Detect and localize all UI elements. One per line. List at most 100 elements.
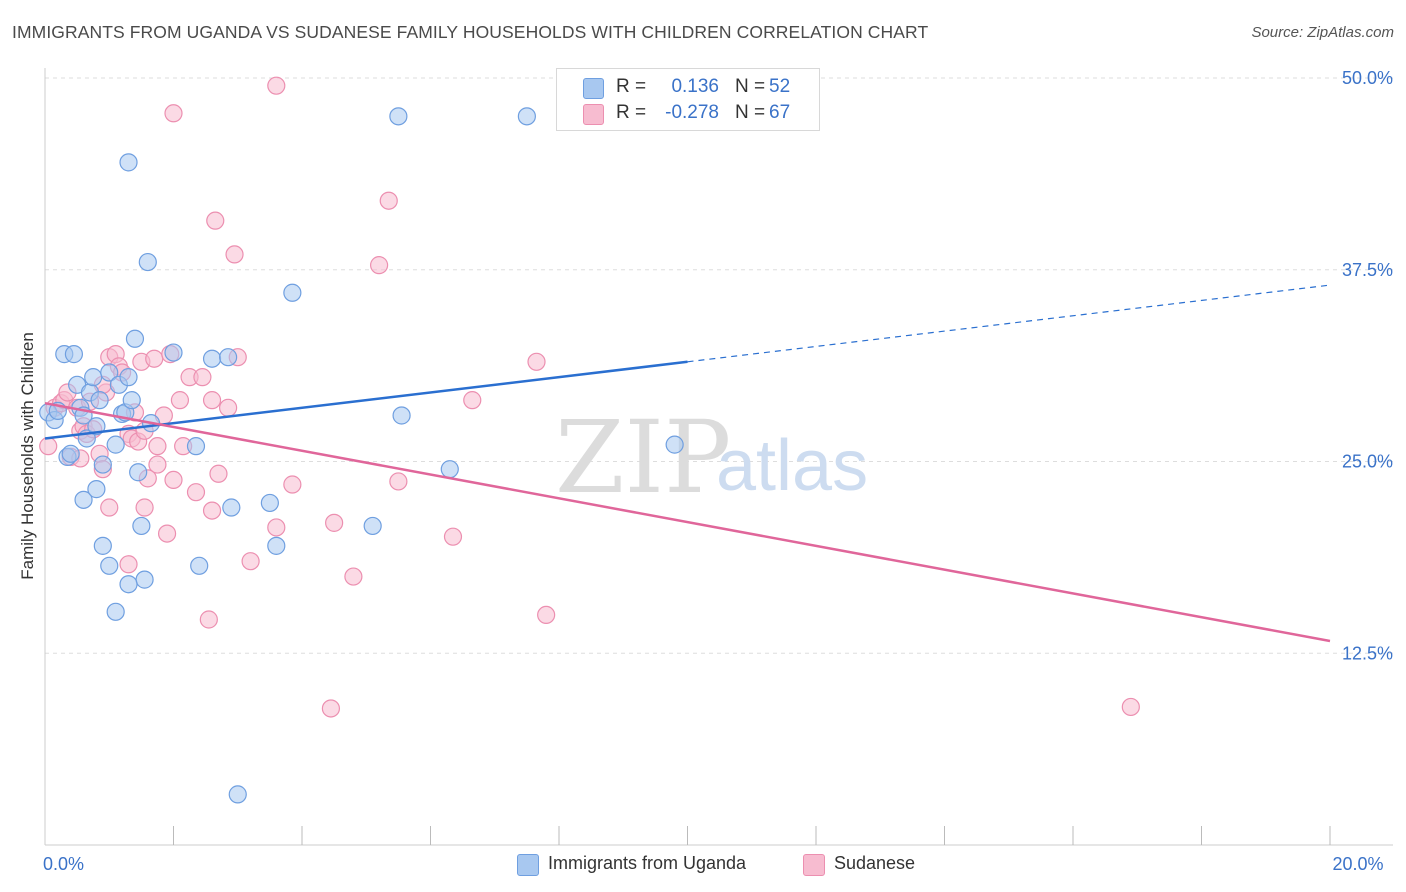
uganda-point bbox=[106, 602, 125, 621]
sudanese-point bbox=[537, 605, 556, 625]
uganda-point bbox=[90, 391, 109, 410]
uganda-point bbox=[84, 368, 103, 387]
legend-r-value: -0.278 bbox=[665, 102, 719, 123]
uganda-point bbox=[219, 348, 238, 367]
uganda-point bbox=[138, 252, 157, 272]
stats-legend: R = 0.136 N = 52 R = -0.278 N = 67 bbox=[556, 68, 820, 131]
sudanese-point bbox=[164, 104, 183, 123]
y-tick-label: 50.0% bbox=[1342, 68, 1393, 88]
uganda-point bbox=[74, 490, 93, 509]
uganda-point bbox=[119, 153, 138, 172]
sudanese-point bbox=[389, 472, 408, 491]
legend-row-sudanese: R = -0.278 N = 67 bbox=[557, 101, 819, 127]
chart-title: IMMIGRANTS FROM UGANDA VS SUDANESE FAMIL… bbox=[12, 22, 929, 42]
uganda-point bbox=[517, 107, 536, 126]
trend-lines bbox=[44, 284, 1331, 643]
uganda-point bbox=[186, 437, 206, 456]
legend-n-label: N = bbox=[735, 76, 766, 97]
y-tick-label: 37.5% bbox=[1342, 260, 1393, 280]
uganda-point bbox=[106, 435, 125, 454]
sudanese-point bbox=[241, 552, 260, 571]
uganda-point bbox=[61, 444, 80, 463]
legend-swatch-uganda bbox=[583, 78, 604, 99]
uganda-point bbox=[100, 363, 119, 382]
sudanese-point bbox=[164, 470, 183, 490]
uganda-point bbox=[132, 516, 151, 536]
sudanese-point bbox=[148, 455, 167, 474]
sudanese-point bbox=[119, 555, 138, 574]
sudanese-point bbox=[199, 610, 218, 629]
uganda-point bbox=[283, 283, 302, 302]
uganda-point bbox=[135, 570, 154, 589]
bottom-legend-swatch-sudanese bbox=[803, 854, 825, 876]
uganda-trend-extension bbox=[687, 284, 1331, 363]
uganda-point bbox=[129, 463, 148, 482]
sudanese-point bbox=[321, 699, 341, 718]
watermark-zip: ZIP bbox=[555, 399, 731, 516]
uganda-trend-line bbox=[44, 360, 688, 440]
uganda-point bbox=[190, 556, 209, 575]
legend-row-uganda: R = 0.136 N = 52 bbox=[557, 75, 819, 101]
watermark-atlas: atlas bbox=[716, 426, 868, 506]
x-tick-label: 0.0% bbox=[43, 854, 84, 874]
sudanese-point bbox=[206, 211, 225, 230]
uganda-point bbox=[87, 417, 106, 436]
uganda-point bbox=[164, 343, 183, 362]
sudanese-points bbox=[39, 76, 1140, 718]
legend-n-value: 52 bbox=[769, 76, 791, 97]
uganda-point bbox=[389, 107, 408, 126]
uganda-point bbox=[87, 480, 106, 499]
uganda-point bbox=[665, 435, 684, 454]
legend-n-value: 67 bbox=[769, 102, 791, 123]
sudanese-point bbox=[148, 437, 167, 456]
sudanese-point bbox=[443, 527, 463, 546]
uganda-point bbox=[202, 349, 222, 368]
watermark: ZIP atlas bbox=[555, 399, 868, 516]
sudanese-point bbox=[267, 518, 286, 537]
uganda-point bbox=[100, 556, 119, 575]
uganda-point bbox=[119, 368, 138, 387]
uganda-point bbox=[93, 536, 112, 555]
source-credit: Source: ZipAtlas.com bbox=[1251, 24, 1394, 41]
sudanese-point bbox=[344, 567, 363, 586]
sudanese-point bbox=[283, 475, 302, 494]
uganda-point bbox=[363, 516, 382, 536]
sudanese-trend-line bbox=[44, 401, 1331, 643]
sudanese-point bbox=[135, 498, 154, 517]
sudanese-point bbox=[219, 398, 238, 417]
x-tick-label: 20.0% bbox=[1332, 854, 1383, 874]
y-tick-label: 25.0% bbox=[1342, 452, 1393, 472]
uganda-point bbox=[119, 575, 138, 594]
sudanese-point bbox=[370, 256, 389, 275]
y-tick-label: 12.5% bbox=[1342, 643, 1393, 663]
sudanese-point bbox=[202, 501, 222, 520]
uganda-point bbox=[122, 391, 141, 410]
sudanese-point bbox=[267, 76, 286, 95]
uganda-point bbox=[260, 493, 279, 513]
axis-ticks: 12.5% 25.0% 37.5% 50.0% 0.0% 20.0% bbox=[43, 68, 1393, 874]
bottom-legend-swatch-uganda bbox=[517, 854, 539, 876]
uganda-point bbox=[392, 406, 411, 425]
legend-n-label: N = bbox=[735, 102, 766, 123]
uganda-point bbox=[228, 785, 247, 804]
sudanese-point bbox=[225, 245, 244, 264]
sudanese-point bbox=[100, 498, 119, 517]
bottom-legend-label-uganda: Immigrants from Uganda bbox=[548, 853, 747, 873]
bottom-legend-label-sudanese: Sudanese bbox=[834, 853, 916, 873]
uganda-point bbox=[93, 455, 112, 474]
y-axis-label: Family Households with Children bbox=[18, 332, 37, 580]
sudanese-point bbox=[193, 368, 212, 387]
uganda-point bbox=[267, 536, 286, 555]
legend-r-value: 0.136 bbox=[671, 76, 719, 97]
uganda-points bbox=[39, 107, 684, 804]
sudanese-point bbox=[39, 437, 58, 456]
uganda-point bbox=[64, 345, 84, 364]
legend-swatch-sudanese bbox=[583, 104, 604, 125]
sudanese-point bbox=[1121, 697, 1140, 717]
sudanese-point bbox=[527, 352, 546, 371]
legend-r-label: R = bbox=[616, 102, 647, 123]
sudanese-point bbox=[186, 483, 206, 502]
sudanese-point bbox=[170, 391, 190, 410]
axes bbox=[44, 68, 1393, 846]
